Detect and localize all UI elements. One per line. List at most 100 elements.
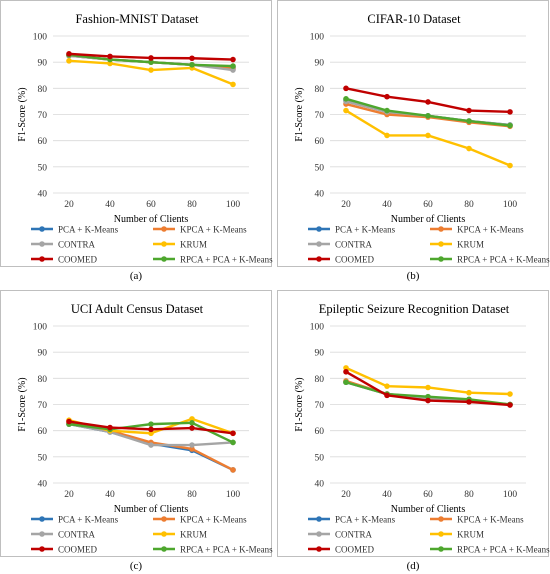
legend-label: KPCA + K-Means — [457, 515, 524, 525]
y-tick-label: 100 — [310, 323, 325, 333]
data-point — [148, 426, 154, 433]
y-axis-label: F1-Score (%) — [17, 377, 28, 431]
data-point — [230, 467, 236, 473]
chart-caption: (d) — [406, 560, 420, 572]
data-point — [230, 63, 236, 69]
y-tick-label: 60 — [38, 137, 48, 147]
data-point — [343, 379, 349, 386]
chart-svg: Epileptic Seizure Recognition Dataset 40 5… — [294, 302, 550, 555]
x-tick-label: 80 — [187, 490, 197, 500]
legend-label: RPCA + PCA + K-Means — [180, 545, 273, 555]
legend-marker — [438, 226, 444, 232]
legend-label: COOMED — [335, 255, 375, 265]
data-point — [66, 418, 72, 425]
x-tick-label: 20 — [64, 490, 74, 500]
x-tick-label: 40 — [105, 490, 115, 500]
legend-marker — [438, 516, 444, 522]
data-point — [148, 442, 154, 448]
x-tick-label: 100 — [226, 490, 241, 500]
y-tick-label: 60 — [38, 427, 48, 437]
legend-label: CONTRA — [58, 530, 96, 540]
y-tick-label: 100 — [310, 33, 325, 43]
y-tick-label: 100 — [33, 33, 48, 43]
y-tick-label: 50 — [38, 163, 48, 173]
data-point — [189, 425, 195, 431]
legend-label: KRUM — [180, 530, 207, 540]
legend-label: RPCA + PCA + K-Means — [180, 255, 273, 265]
y-axis-label: F1-Score (%) — [17, 87, 28, 141]
y-tick-label: 50 — [315, 453, 325, 463]
legend-label: KPCA + K-Means — [457, 225, 524, 235]
legend-marker — [316, 531, 322, 537]
legend-label: PCA + K-Means — [335, 515, 396, 525]
data-point — [425, 99, 431, 105]
data-point — [189, 416, 195, 422]
y-tick-label: 40 — [38, 480, 48, 490]
legend-marker — [316, 226, 322, 232]
chart-panel-epileptic-seizure: Epileptic Seizure Recognition Dataset 40 5… — [277, 290, 550, 557]
y-tick-label: 80 — [315, 85, 325, 95]
data-point — [384, 107, 390, 114]
legend-label: CONTRA — [58, 240, 96, 250]
data-point — [425, 384, 431, 391]
x-tick-label: 60 — [423, 490, 433, 500]
data-point — [384, 383, 390, 389]
legend-marker — [39, 516, 45, 522]
legend-label: PCA + K-Means — [58, 515, 119, 525]
legend-label: COOMED — [58, 255, 98, 265]
y-tick-label: 70 — [315, 111, 325, 121]
legend-marker — [438, 241, 444, 247]
chart-title: Epileptic Seizure Recognition Dataset — [319, 302, 510, 316]
legend-label: PCA + K-Means — [335, 225, 396, 235]
chart-caption: (a) — [129, 270, 143, 282]
data-point — [425, 397, 431, 404]
x-axis-label: Number of Clients — [391, 504, 466, 515]
data-point — [230, 439, 236, 446]
legend-marker — [39, 546, 45, 552]
y-tick-label: 40 — [315, 190, 325, 200]
legend-marker — [39, 241, 45, 247]
data-point — [507, 391, 513, 397]
data-point — [189, 446, 195, 452]
y-tick-label: 90 — [315, 349, 325, 359]
data-point — [343, 85, 349, 92]
data-point — [148, 67, 154, 73]
legend-label: CONTRA — [335, 530, 373, 540]
x-tick-label: 20 — [341, 200, 351, 210]
data-point — [148, 55, 154, 61]
chart-svg: Fashion-MNIST Dataset 40 50 60 70 80 90 100 20 40… — [17, 12, 273, 265]
x-tick-label: 100 — [226, 200, 241, 210]
data-point — [425, 132, 431, 139]
y-tick-label: 70 — [38, 401, 48, 411]
legend-marker — [39, 531, 45, 537]
x-tick-label: 80 — [464, 200, 474, 210]
data-point — [425, 113, 431, 119]
x-tick-label: 60 — [423, 200, 433, 210]
legend-label: RPCA + PCA + K-Means — [457, 545, 550, 555]
x-tick-label: 40 — [105, 200, 115, 210]
data-point — [507, 109, 513, 115]
data-point — [107, 53, 113, 60]
y-tick-label: 80 — [315, 375, 325, 385]
data-point — [343, 96, 349, 102]
legend-marker — [438, 546, 444, 552]
x-tick-label: 40 — [382, 490, 392, 500]
data-point — [107, 60, 113, 67]
legend-label: RPCA + PCA + K-Means — [457, 255, 550, 265]
data-point — [343, 368, 349, 375]
legend-label: KRUM — [457, 530, 484, 540]
data-point — [466, 118, 472, 124]
y-tick-label: 90 — [38, 349, 48, 359]
legend-marker — [161, 241, 167, 247]
legend-marker — [316, 516, 322, 522]
legend-label: PCA + K-Means — [58, 225, 119, 235]
data-point — [148, 430, 154, 437]
legend-label: COOMED — [58, 545, 98, 555]
legend-label: KPCA + K-Means — [180, 225, 247, 235]
data-point — [189, 442, 195, 448]
legend-marker — [438, 531, 444, 537]
chart-panel-cifar10: CIFAR-10 Dataset 40 50 60 70 80 90 100 20 40 60 80 1… — [277, 0, 550, 267]
y-tick-label: 90 — [38, 59, 48, 69]
x-axis-label: Number of Clients — [391, 214, 466, 225]
data-point — [107, 424, 113, 431]
